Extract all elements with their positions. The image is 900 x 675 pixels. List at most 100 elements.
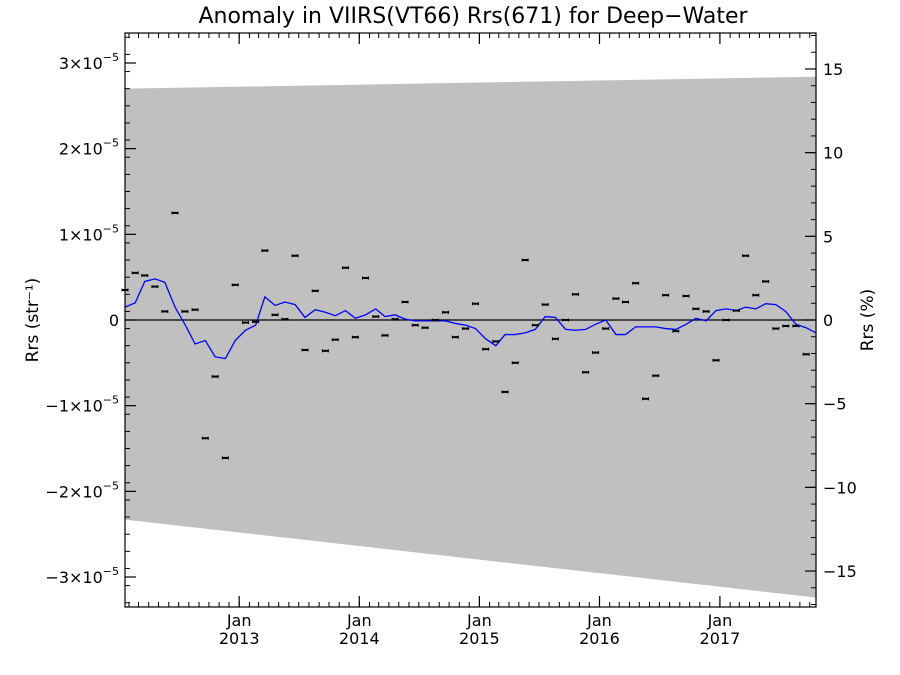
uncertainty-band: [125, 76, 816, 598]
data-point: [381, 333, 389, 337]
y-right-tick-label: 10: [823, 144, 843, 163]
data-point: [401, 300, 409, 304]
data-point: [772, 327, 780, 331]
data-point: [722, 318, 730, 322]
data-point: [231, 283, 239, 287]
x-tick-year: 2017: [700, 629, 741, 648]
data-point: [482, 347, 490, 351]
y-left-tick-exponent: −5: [103, 137, 119, 150]
data-point: [682, 294, 690, 298]
y-left-tick-mantissa: 3×10: [59, 54, 103, 73]
x-tick-year: 2016: [579, 629, 620, 648]
data-point: [411, 323, 419, 327]
y-left-tick-label: −3×10−5: [45, 565, 119, 587]
y-left-tick-exponent: −5: [103, 51, 119, 64]
data-point: [462, 327, 470, 331]
data-point: [531, 323, 539, 327]
data-point: [321, 349, 329, 353]
data-point: [511, 361, 519, 365]
band-layer: [125, 76, 816, 598]
y-left-tick-exponent: −5: [103, 565, 119, 578]
data-point: [311, 289, 319, 293]
data-point: [632, 281, 640, 285]
data-point: [301, 348, 309, 352]
data-point: [752, 293, 760, 297]
data-point: [762, 279, 770, 283]
y-left-tick-label: −1×10−5: [45, 394, 119, 416]
y-left-tick-mantissa: 1×10: [59, 225, 103, 244]
data-point: [642, 397, 650, 401]
data-point: [201, 436, 209, 440]
data-point: [672, 329, 680, 333]
y-left-tick-label: 3×10−5: [59, 51, 119, 73]
x-tick-month: Jan: [466, 611, 492, 630]
data-point: [131, 271, 139, 275]
data-point: [662, 293, 670, 297]
data-point: [592, 351, 600, 355]
data-point: [692, 307, 700, 311]
data-point: [612, 297, 620, 301]
x-tick-month: Jan: [586, 611, 612, 630]
data-point: [291, 254, 299, 258]
data-point: [782, 324, 790, 328]
data-point: [471, 302, 479, 306]
marker-layer: [121, 211, 810, 460]
data-point: [582, 370, 590, 374]
y-left-tick-mantissa: −1×10: [45, 397, 102, 416]
data-point: [261, 249, 269, 253]
data-point: [441, 310, 449, 314]
data-point: [151, 285, 159, 289]
data-point: [421, 326, 429, 330]
data-point: [571, 292, 579, 296]
data-point: [252, 320, 260, 324]
line-layer: [124, 278, 817, 360]
data-point: [391, 317, 399, 321]
chart-title: Anomaly in VIIRS(VT66) Rrs(671) for Deep…: [198, 4, 748, 29]
y-left-tick-exponent: −5: [103, 394, 119, 407]
y-axis-label-right: Rrs (%): [858, 289, 878, 351]
y-left-tick-label: 0: [109, 311, 119, 330]
y-left-tick-label: 2×10−5: [59, 137, 119, 159]
y-left-tick-label: −2×10−5: [45, 479, 119, 501]
data-point: [621, 300, 629, 304]
y-left-tick-mantissa: 2×10: [59, 140, 103, 159]
data-point: [351, 335, 359, 339]
data-point: [732, 309, 740, 313]
data-point: [802, 352, 810, 356]
data-point: [271, 313, 279, 317]
x-tick-month: Jan: [707, 611, 733, 630]
data-point: [652, 374, 660, 378]
y-right-tick-label: 15: [823, 60, 843, 79]
data-point: [742, 254, 750, 258]
data-point: [562, 318, 570, 322]
data-point: [712, 358, 720, 362]
y-right-tick-label: 5: [823, 227, 833, 246]
data-point: [191, 308, 199, 312]
data-point: [372, 315, 380, 319]
data-point: [492, 339, 500, 343]
data-point: [431, 318, 439, 322]
x-tick-year: 2014: [339, 629, 380, 648]
axis-layer: Jan2013Jan2014Jan2015Jan2016Jan20173×10−…: [45, 32, 857, 648]
data-point: [281, 317, 289, 321]
data-point: [171, 211, 179, 215]
data-point: [602, 327, 610, 331]
y-right-tick-label: 0: [823, 311, 833, 330]
data-point: [211, 375, 219, 379]
x-tick-year: 2013: [219, 629, 260, 648]
y-left-tick-mantissa: 0: [109, 311, 119, 330]
y-right-tick-label: −15: [823, 562, 857, 581]
data-point: [792, 324, 800, 328]
data-point: [521, 258, 529, 262]
y-axis-label-left: Rrs (str⁻¹): [23, 278, 43, 363]
data-point: [141, 273, 149, 277]
data-point: [702, 309, 710, 313]
data-point: [541, 303, 549, 307]
x-tick-month: Jan: [226, 611, 252, 630]
data-point: [551, 337, 559, 341]
data-point: [181, 309, 189, 313]
data-point: [221, 456, 229, 460]
data-point: [161, 309, 169, 313]
y-left-tick-label: 1×10−5: [59, 222, 119, 244]
